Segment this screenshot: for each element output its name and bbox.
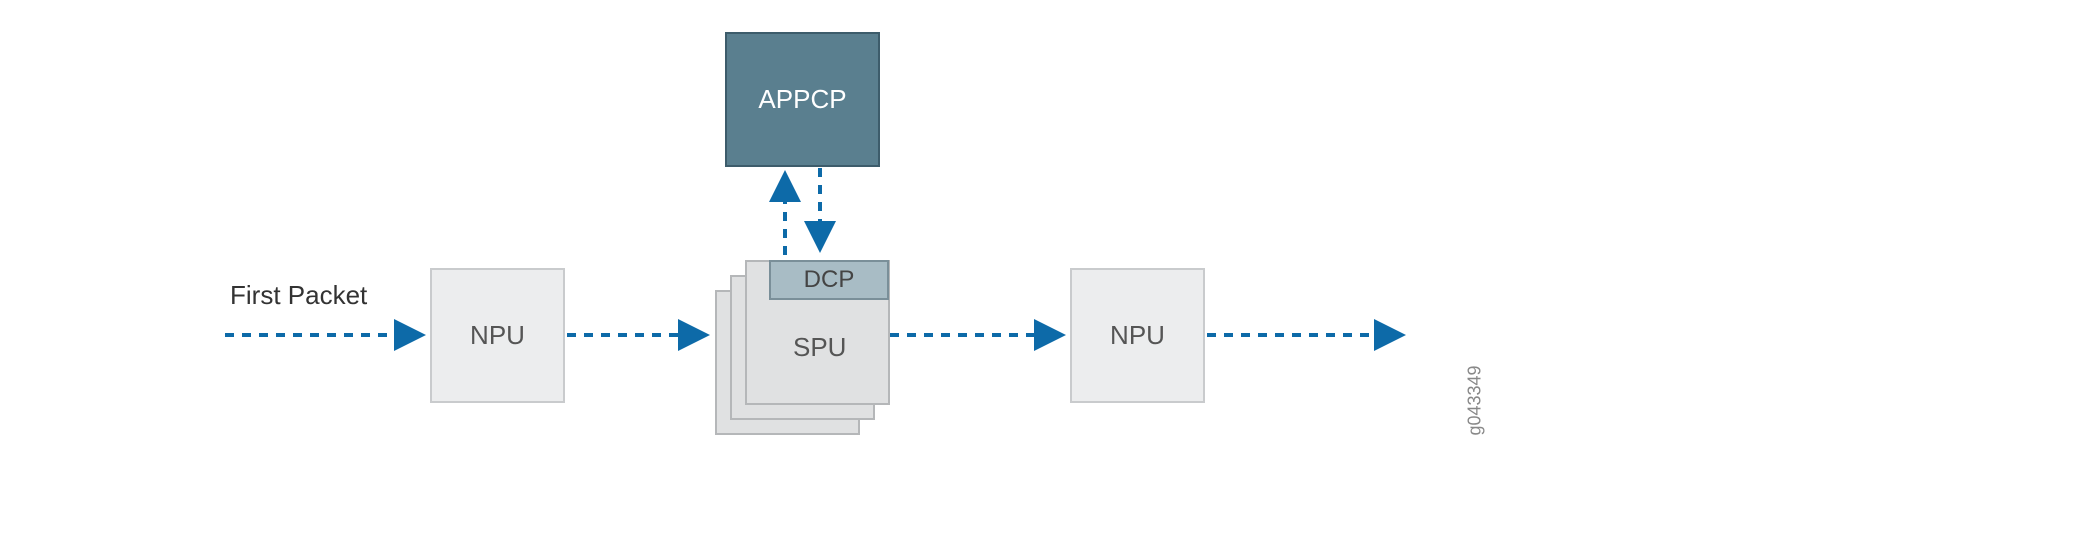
arrow-layer xyxy=(0,0,2100,537)
spu-label: SPU xyxy=(793,332,846,363)
npu-right-box: NPU xyxy=(1070,268,1205,403)
npu-right-label: NPU xyxy=(1110,320,1165,351)
dcp-label: DCP xyxy=(804,266,855,294)
dcp-box: DCP xyxy=(769,260,889,300)
appcp-label: APPCP xyxy=(758,84,846,115)
appcp-box: APPCP xyxy=(725,32,880,167)
first-packet-label: First Packet xyxy=(230,280,367,311)
image-id-label: g043349 xyxy=(1465,365,1486,435)
spu-box: DCP SPU xyxy=(745,260,890,405)
packet-flow-diagram: First Packet NPU APPCP DCP SPU NPU g0433… xyxy=(0,0,2100,537)
npu-left-box: NPU xyxy=(430,268,565,403)
npu-left-label: NPU xyxy=(470,320,525,351)
